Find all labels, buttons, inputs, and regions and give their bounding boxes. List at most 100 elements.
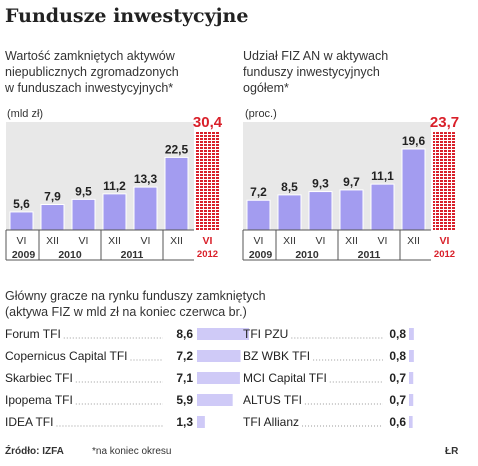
players-title-line-1: Główny gracze na rynku funduszy zamknięt… bbox=[5, 289, 266, 303]
chart1-bar bbox=[9, 211, 34, 231]
chart2-unit: (proc.) bbox=[245, 108, 277, 120]
players-title-line-2: (aktywa FIZ w mld zł na koniec czerwca b… bbox=[5, 305, 247, 319]
player-value: 0,6 bbox=[389, 415, 406, 429]
chart2-bar bbox=[339, 189, 364, 231]
chart1-plot-background bbox=[6, 122, 194, 230]
chart1-bar bbox=[102, 193, 127, 231]
player-bar bbox=[197, 328, 249, 340]
chart2-tick-label: VI bbox=[378, 235, 388, 247]
chart2-year-label: 2009 bbox=[249, 249, 273, 261]
chart2-year-label-highlight: 2012 bbox=[434, 249, 455, 260]
chart2-bar bbox=[401, 148, 426, 231]
chart2-tick-label: VI bbox=[316, 235, 326, 247]
chart1-year-label: 2009 bbox=[12, 249, 36, 261]
chart2-bar bbox=[308, 191, 333, 231]
chart1-bar bbox=[133, 186, 158, 231]
chart1-tick-label: XII bbox=[46, 235, 59, 247]
chart1-data-label: 7,9 bbox=[44, 190, 61, 204]
chart2-data-label: 11,1 bbox=[371, 169, 394, 183]
player-name: MCI Capital TFI bbox=[243, 371, 327, 385]
player-value: 5,9 bbox=[176, 393, 193, 407]
chart2-tick-label: XII bbox=[345, 235, 358, 247]
player-bar bbox=[409, 394, 414, 406]
chart1-tick-label: VI bbox=[17, 235, 27, 247]
chart1-data-label: 22,5 bbox=[165, 142, 189, 156]
chart1-data-label: 9,5 bbox=[75, 184, 92, 198]
chart2-tick-label: XII bbox=[407, 235, 420, 247]
chart2-year-label: 2011 bbox=[358, 249, 381, 261]
chart1-tick-label: VI bbox=[79, 235, 89, 247]
players-list: Forum TFI 8,6 Copernicus Capital TFI 7,2 Ska… bbox=[5, 327, 414, 429]
player-name: IDEA TFI bbox=[5, 415, 53, 429]
chart2-data-label: 8,5 bbox=[281, 180, 298, 194]
player-bar bbox=[409, 372, 414, 384]
chart1-bar bbox=[164, 156, 189, 231]
chart2-data-label: 19,6 bbox=[402, 134, 426, 148]
player-bar bbox=[197, 350, 241, 362]
chart1-bar-highlight bbox=[196, 131, 219, 230]
chart2-bar-highlight bbox=[433, 132, 456, 230]
chart1-subtitle-line-1: Wartość zamkniętych aktywów bbox=[5, 49, 176, 63]
chart1-data-label: 11,2 bbox=[103, 179, 126, 193]
chart2-data-label: 9,7 bbox=[343, 175, 360, 189]
chart1-bar bbox=[71, 198, 96, 231]
chart1-year-label-highlight: 2012 bbox=[197, 249, 218, 260]
player-name: Forum TFI bbox=[5, 327, 61, 341]
player-bar bbox=[197, 372, 240, 384]
player-bar bbox=[197, 416, 205, 428]
player-bar bbox=[409, 416, 413, 428]
player-bar bbox=[409, 350, 414, 362]
player-value: 0,8 bbox=[389, 349, 406, 363]
player-name: ALTUS TFI bbox=[243, 393, 302, 407]
player-name: TFI PZU bbox=[243, 327, 288, 341]
player-name: BZ WBK TFI bbox=[243, 349, 310, 363]
page-title: Fundusze inwestycyjne bbox=[5, 5, 248, 27]
chart2-bar-chart: 7,2 VI 8,5 XII 9,3 VI 9,7 XII 11,1 VI 19,6 XII 23,7 V… bbox=[242, 114, 459, 261]
chart2-data-label: 7,2 bbox=[250, 185, 267, 199]
chart2-tick-label-highlight: VI bbox=[440, 235, 450, 247]
chart1-subtitle-line-2: niepublicznych zgromadzonych bbox=[5, 65, 179, 79]
chart2-year-label: 2010 bbox=[295, 249, 319, 261]
chart2-bar bbox=[277, 194, 302, 231]
player-value: 0,7 bbox=[389, 371, 406, 385]
chart2-data-label: 9,3 bbox=[312, 177, 329, 191]
chart1-year-label: 2010 bbox=[58, 249, 82, 261]
chart2-data-label-highlight: 23,7 bbox=[430, 114, 459, 131]
chart1-tick-label: XII bbox=[108, 235, 121, 247]
player-value: 0,8 bbox=[389, 327, 406, 341]
player-value: 7,2 bbox=[176, 349, 193, 363]
footer-signature: ŁR bbox=[445, 446, 459, 457]
player-name: Copernicus Capital TFI bbox=[5, 349, 128, 363]
chart2-tick-label: XII bbox=[283, 235, 296, 247]
chart2-subtitle-line-2: funduszy inwestycyjnych bbox=[243, 65, 380, 79]
chart1-data-label: 5,6 bbox=[13, 197, 30, 211]
chart1-bar-chart: 5,6 VI 7,9 XII 9,5 VI 11,2 XII 13,3 VI 22,5 XII 30,4… bbox=[5, 114, 223, 261]
chart1-bar bbox=[40, 204, 65, 231]
player-name: Ipopema TFI bbox=[5, 393, 73, 407]
chart2-bar bbox=[246, 199, 271, 231]
footer-note: *na koniec okresu bbox=[92, 446, 172, 457]
chart2-tick-label: VI bbox=[254, 235, 264, 247]
footer-source: Źródło: IZFA bbox=[5, 444, 64, 457]
chart2-subtitle-line-3: ogółem* bbox=[243, 81, 289, 95]
player-bar bbox=[197, 394, 233, 406]
player-value: 0,7 bbox=[389, 393, 406, 407]
chart1-tick-label-highlight: VI bbox=[203, 235, 213, 247]
chart1-data-label: 13,3 bbox=[134, 172, 158, 186]
player-value: 7,1 bbox=[176, 371, 193, 385]
chart1-tick-label: VI bbox=[141, 235, 151, 247]
chart1-subtitle-line-3: w funduszach inwestycyjnych* bbox=[4, 81, 173, 95]
player-value: 8,6 bbox=[176, 327, 193, 341]
chart1-data-label-highlight: 30,4 bbox=[193, 114, 223, 131]
chart2-plot-background bbox=[243, 122, 431, 230]
chart1-tick-label: XII bbox=[170, 235, 183, 247]
chart2-bar bbox=[370, 183, 395, 231]
chart1-unit: (mld zł) bbox=[7, 108, 43, 120]
player-value: 1,3 bbox=[176, 415, 193, 429]
chart2-subtitle-line-1: Udział FIZ AN w aktywach bbox=[243, 49, 388, 63]
player-bar bbox=[409, 328, 414, 340]
player-name: TFI Allianz bbox=[243, 415, 299, 429]
player-name: Skarbiec TFI bbox=[5, 371, 73, 385]
